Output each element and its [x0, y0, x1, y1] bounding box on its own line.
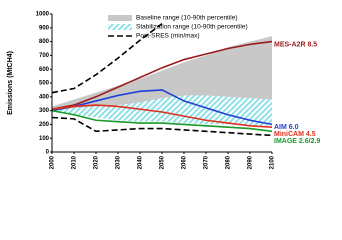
- post-sres-min: [51, 116, 273, 137]
- range-band: [52, 95, 272, 126]
- x-tick-label: 2080: [226, 155, 232, 169]
- y-tick-label: 700: [39, 53, 50, 59]
- y-tick-label: 1000: [36, 12, 50, 18]
- x-tick-label: 2090: [248, 155, 254, 169]
- chart: Emissions (MtCH4) 0 100 200 300 400 500 600 700…: [7, 12, 321, 170]
- series-label: AIM 6.0: [274, 124, 299, 131]
- x-tick-label: 2030: [116, 155, 122, 169]
- y-tick-label: 400: [39, 94, 50, 100]
- x-tick-label: 2040: [138, 155, 144, 169]
- x-tick-label: 2070: [204, 155, 210, 169]
- legend-label: Baseline range (10-90th percentile): [136, 15, 238, 22]
- x-tick-label: 2020: [94, 155, 100, 169]
- legend-label: Post-SRES (min/max): [136, 33, 200, 40]
- y-tick-label: 900: [39, 25, 50, 31]
- post-sres-max: [51, 23, 163, 94]
- x-tick-label: 2100: [270, 155, 276, 169]
- series-label: MiniCAM 4.5: [274, 131, 316, 138]
- series-line: [51, 109, 273, 133]
- legend-swatch: [108, 24, 132, 30]
- x-tick-label: 2010: [72, 155, 78, 169]
- x-tick-label: 2000: [50, 155, 56, 169]
- y-tick-label: 800: [39, 39, 50, 45]
- series-label: MES-A2R 8.5: [274, 41, 317, 48]
- x-tick-label: 2050: [160, 155, 166, 169]
- x-tick-label: 2060: [182, 155, 188, 169]
- y-tick-label: 0: [46, 150, 50, 156]
- series-line: [51, 89, 273, 126]
- legend-label: Stabilization range (10-90th percentile): [136, 24, 248, 31]
- series-line: [51, 40, 273, 111]
- y-tick-label: 200: [39, 122, 50, 128]
- y-axis-title: Emissions (MtCH4): [7, 51, 14, 115]
- y-tick-label: 500: [39, 81, 50, 87]
- y-tick-label: 300: [39, 108, 50, 114]
- y-tick-label: 600: [39, 67, 50, 73]
- series-line: [51, 104, 273, 128]
- legend-swatch: [108, 15, 132, 21]
- y-tick-label: 100: [39, 136, 50, 142]
- series-label: IMAGE 2.6/2.9: [274, 138, 320, 145]
